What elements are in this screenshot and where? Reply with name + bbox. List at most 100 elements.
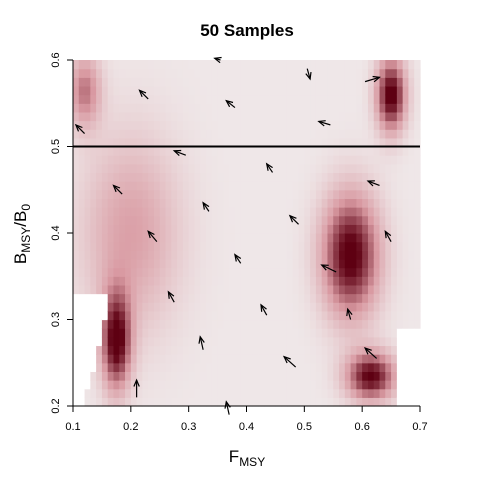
- heatmap-cell: [171, 328, 178, 338]
- heatmap-cell: [362, 276, 369, 286]
- heatmap-cell: [373, 250, 381, 260]
- heatmap-cell: [362, 310, 369, 321]
- heatmap-cell: [234, 276, 242, 286]
- heatmap-cell: [148, 146, 155, 156]
- heatmap-cell: [373, 189, 381, 199]
- heatmap-cell: [223, 137, 230, 148]
- heatmap-cell: [90, 362, 97, 372]
- heatmap-cell: [217, 241, 224, 251]
- heatmap-cell: [339, 250, 346, 260]
- heatmap-cell: [367, 276, 375, 286]
- heatmap-cell: [281, 103, 288, 113]
- heatmap-cell: [263, 267, 271, 277]
- heatmap-cell: [234, 397, 242, 407]
- heatmap-cell: [310, 267, 317, 277]
- heatmap-cell: [391, 276, 398, 286]
- heatmap-cell: [356, 103, 363, 113]
- heatmap-cell: [408, 129, 415, 139]
- heatmap-cell: [229, 163, 236, 174]
- heatmap-cell: [159, 224, 167, 234]
- heatmap-cell: [177, 328, 184, 338]
- heatmap-cell: [356, 94, 363, 104]
- heatmap-cell: [263, 258, 271, 269]
- heatmap-cell: [119, 94, 126, 104]
- heatmap-cell: [362, 388, 369, 398]
- heatmap-cell: [165, 111, 172, 122]
- heatmap-cell: [153, 284, 161, 295]
- heatmap-cell: [286, 328, 294, 338]
- heatmap-cell: [78, 85, 86, 96]
- heatmap-cell: [206, 224, 213, 234]
- heatmap-cell: [188, 258, 196, 269]
- heatmap-cell: [101, 258, 109, 269]
- heatmap-cell: [101, 371, 109, 381]
- heatmap-cell: [165, 60, 172, 70]
- heatmap-cell: [136, 380, 143, 390]
- heatmap-cell: [298, 60, 305, 70]
- heatmap-cell: [396, 207, 404, 217]
- heatmap-cell: [153, 146, 161, 156]
- heatmap-cell: [344, 371, 352, 381]
- heatmap-cell: [344, 388, 352, 398]
- heatmap-cell: [211, 60, 219, 70]
- heatmap-cell: [73, 215, 80, 225]
- heatmap-cell: [339, 276, 346, 286]
- heatmap-cell: [286, 189, 294, 199]
- heatmap-cell: [350, 397, 357, 407]
- heatmap-cell: [136, 397, 143, 407]
- heatmap-cell: [396, 241, 404, 251]
- heatmap-cell: [223, 380, 230, 390]
- arrow: [225, 99, 236, 109]
- heatmap-cell: [153, 120, 161, 130]
- heatmap-cell: [356, 362, 363, 372]
- heatmap-cell: [159, 258, 167, 269]
- heatmap-cell: [252, 155, 259, 165]
- heatmap-cell: [194, 284, 201, 295]
- heatmap-cell: [396, 146, 404, 156]
- heatmap-cell: [339, 172, 346, 182]
- heatmap-cell: [344, 129, 352, 139]
- heatmap-cell: [223, 155, 230, 165]
- heatmap-cell: [182, 371, 190, 381]
- heatmap-cell: [321, 198, 329, 208]
- heatmap-cell: [362, 163, 369, 174]
- heatmap-cell: [234, 207, 242, 217]
- heatmap-cell: [269, 302, 277, 312]
- heatmap-cell: [206, 146, 213, 156]
- heatmap-cell: [396, 362, 404, 372]
- heatmap-cell: [142, 250, 149, 260]
- heatmap-cell: [356, 345, 363, 355]
- heatmap-cell: [339, 224, 346, 234]
- heatmap-cell: [206, 155, 213, 165]
- heatmap-cell: [211, 172, 219, 182]
- heatmap-cell: [211, 354, 219, 364]
- heatmap-cell: [188, 328, 196, 338]
- heatmap-cell: [327, 68, 334, 78]
- heatmap-cell: [211, 241, 219, 251]
- heatmap-cell: [119, 319, 126, 329]
- heatmap-cell: [246, 155, 253, 165]
- heatmap-cell: [258, 181, 265, 191]
- heatmap-cell: [391, 250, 398, 260]
- heatmap-cell: [78, 172, 86, 182]
- heatmap-cell: [321, 60, 329, 70]
- heatmap-cell: [292, 276, 300, 286]
- heatmap-cell: [362, 345, 369, 355]
- heatmap-cell: [373, 94, 381, 104]
- heatmap-cell: [339, 189, 346, 199]
- arrow-shaft: [199, 336, 204, 350]
- heatmap-cell: [142, 388, 149, 398]
- heatmap-cell: [148, 241, 155, 251]
- heatmap-cell: [327, 77, 334, 87]
- heatmap-cell: [402, 181, 410, 191]
- heatmap-cell: [269, 111, 277, 122]
- heatmap-cell: [234, 181, 242, 191]
- heatmap-cell: [177, 345, 184, 355]
- arrow: [320, 264, 337, 273]
- heatmap-cell: [119, 60, 126, 70]
- heatmap-cell: [113, 224, 120, 234]
- heatmap-cell: [315, 302, 323, 312]
- heatmap-cell: [367, 155, 375, 165]
- heatmap-cell: [223, 198, 230, 208]
- heatmap-cell: [101, 397, 109, 407]
